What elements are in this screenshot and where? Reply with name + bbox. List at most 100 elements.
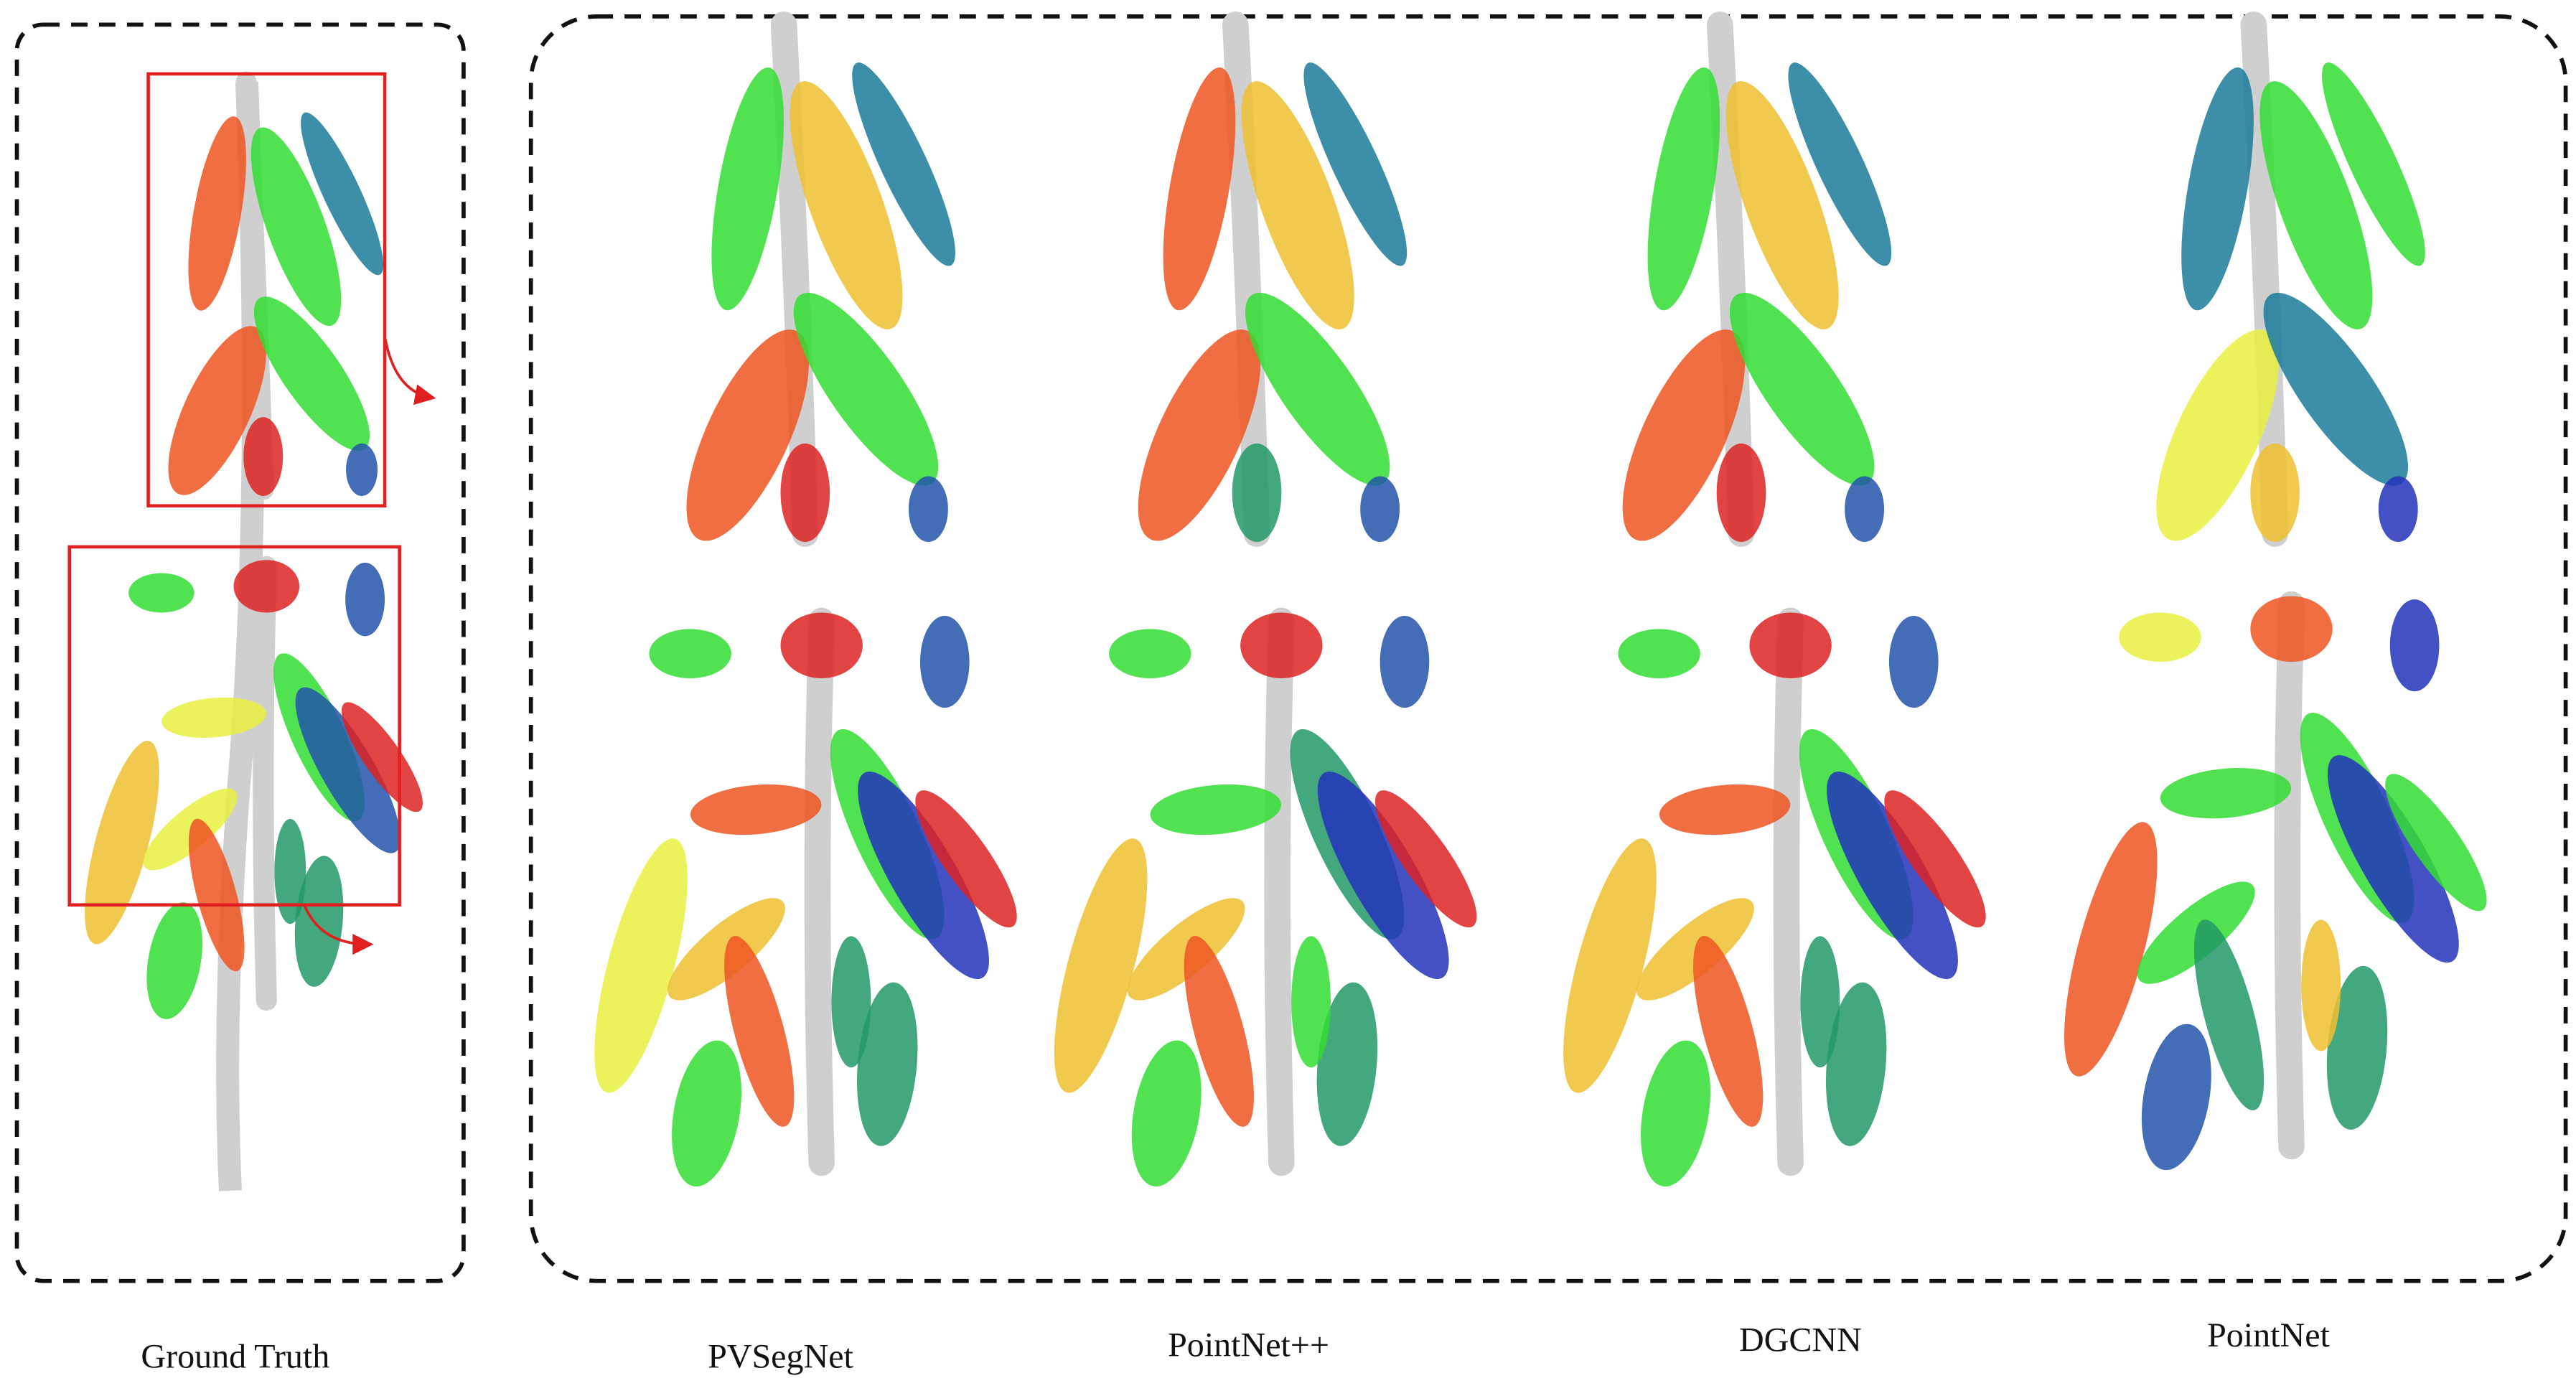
leaf-segment (1150, 784, 1282, 835)
caption: DGCNN (1739, 1321, 1862, 1359)
plant-view (168, 71, 384, 500)
leaf-segment (2156, 329, 2279, 541)
leaf-segment (1725, 81, 1839, 329)
leaf-segment (852, 62, 955, 266)
leaf-segment (1316, 982, 1378, 1146)
leaf-segment (780, 443, 830, 543)
plant-view (686, 11, 955, 547)
plant-view (1054, 607, 1477, 1187)
plant-view (1622, 11, 1892, 547)
leaf-segment (1659, 784, 1791, 835)
leaf-segment (686, 329, 809, 541)
leaf-segment (2259, 81, 2373, 329)
stem (253, 556, 277, 1011)
leaf-segment (831, 936, 871, 1068)
leaf-segment (1054, 838, 1148, 1093)
leaf-segment (2378, 476, 2418, 543)
leaf-segment (1375, 790, 1477, 928)
leaf-segment (233, 560, 300, 613)
leaf-segment (1241, 81, 1354, 329)
leaf-segment (161, 697, 267, 738)
leaf-segment (1232, 443, 1282, 543)
leaf-segment (2263, 292, 2408, 486)
leaf-segment (1618, 629, 1700, 678)
leaf-segment (1563, 838, 1657, 1093)
leaf-segment (858, 772, 989, 980)
leaf-segment (346, 443, 378, 496)
leaf-segment (1800, 936, 1840, 1068)
leaf-segment (1884, 790, 1986, 928)
leaf-segment (85, 741, 159, 945)
leaf-segment (2301, 919, 2341, 1052)
ground-truth-frame (14, 22, 466, 1283)
leaf-segment (1641, 1040, 1710, 1187)
stem (1264, 607, 1295, 1176)
leaf-segment (1138, 329, 1261, 541)
leaf-segment (908, 476, 948, 543)
stem (804, 607, 835, 1176)
leaf-segment (1788, 62, 1892, 266)
leaf-segment (341, 702, 423, 812)
leaf-segment (295, 687, 401, 853)
caption: PointNet++ (1168, 1326, 1329, 1364)
leaf-segment (1131, 1040, 1202, 1187)
leaf-segment (1291, 936, 1331, 1068)
leaf-segment (1245, 292, 1390, 486)
leaf-segment (919, 616, 970, 708)
zoom-arrow (303, 904, 374, 955)
caption: PointNet (2207, 1316, 2330, 1354)
plant-view (2156, 11, 2425, 547)
leaf-segment (188, 116, 246, 311)
zoom-box-bottom (67, 545, 401, 907)
leaf-segment (345, 562, 385, 637)
caption: PVSegNet (708, 1338, 853, 1376)
leaf-segment (1825, 982, 1887, 1146)
leaf-segment (128, 573, 195, 613)
leaf-segment (711, 67, 784, 311)
plant-view (1563, 607, 1986, 1187)
leaf-segment (2193, 919, 2264, 1110)
plant-view (1138, 11, 1408, 547)
leaf-segment (2385, 774, 2487, 912)
stem (2274, 591, 2305, 1160)
leaf-segment (915, 790, 1017, 928)
leaf-segment (1184, 936, 1254, 1127)
leaf-segment (649, 629, 731, 678)
leaf-segment (1845, 476, 1885, 543)
leaf-segment (2250, 443, 2300, 543)
leaf-segment (1163, 67, 1236, 311)
leaf-segment (2327, 755, 2459, 963)
leaf-segment (2181, 67, 2254, 311)
leaf-segment (724, 936, 795, 1127)
leaf-segment (2250, 596, 2333, 662)
leaf-segment (1109, 629, 1191, 678)
leaf-segment (1888, 616, 1939, 708)
leaf-segment (1303, 62, 1408, 266)
plant-view (85, 556, 423, 1019)
leaf-segment (1729, 292, 1875, 486)
leaf-segment (1380, 616, 1430, 708)
leaf-segment (1749, 612, 1832, 678)
leaf-segment (672, 1040, 742, 1187)
leaf-segment (1622, 329, 1746, 541)
leaf-segment (146, 902, 202, 1019)
leaf-segment (2389, 599, 2440, 692)
leaf-segment (793, 292, 939, 486)
leaf-segment (780, 612, 863, 678)
leaf-segment (594, 838, 688, 1093)
leaf-segment (250, 127, 342, 327)
leaf-segment (690, 784, 822, 835)
leaf-segment (168, 326, 266, 495)
zoom-arrow (383, 336, 436, 406)
caption: Ground Truth (141, 1338, 329, 1376)
leaf-segment (2160, 768, 2292, 819)
leaf-segment (1693, 936, 1764, 1127)
leaf-segment (1360, 476, 1400, 543)
leaf-segment (790, 81, 903, 329)
leaf-segment (1716, 443, 1766, 543)
leaf-segment (2119, 612, 2201, 662)
leaf-segment (274, 818, 306, 924)
leaf-segment (2141, 1024, 2211, 1171)
stem (1773, 607, 1804, 1176)
